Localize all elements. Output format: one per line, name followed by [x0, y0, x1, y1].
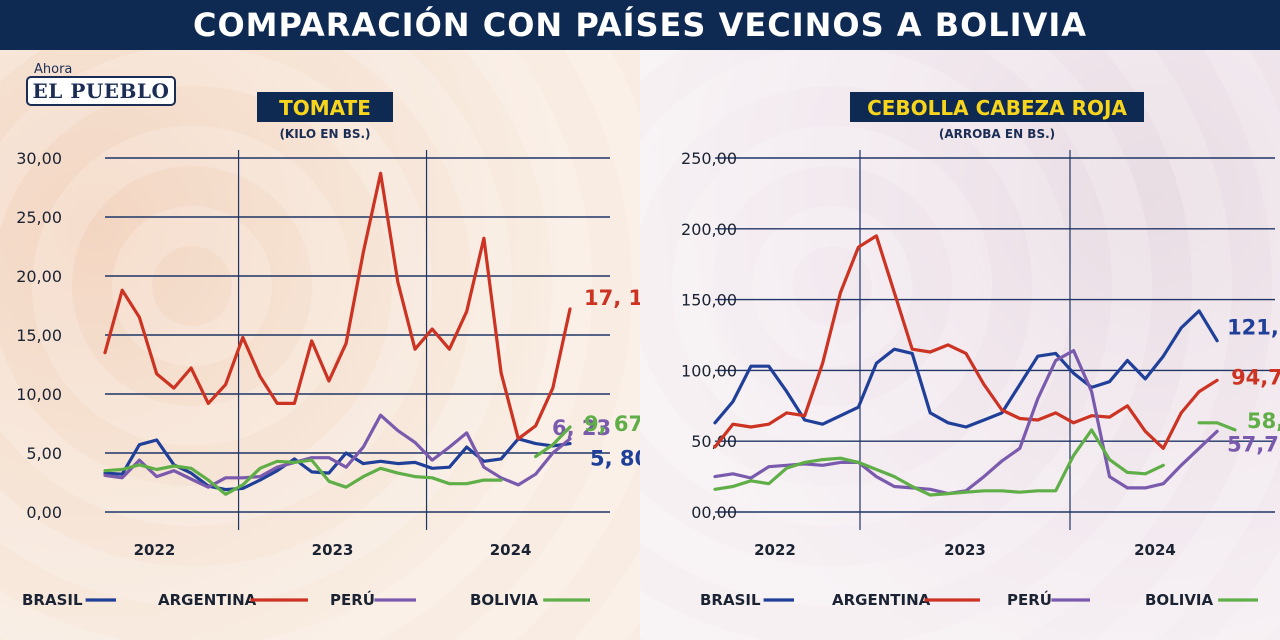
series-line-argentina — [713, 234, 1219, 450]
chart-subtitle: (KILO EN BS.) — [279, 127, 370, 141]
y-tick-label: 100,00 — [681, 361, 737, 380]
series-line-peru — [103, 413, 572, 489]
end-label-argentina: 17, 18 — [584, 286, 640, 310]
legend-label-bolivia: BOLIVIA — [470, 591, 539, 609]
logo-main-text: EL PUEBLO — [26, 76, 176, 106]
cebolla-chart: CEBOLLA CABEZA ROJA (ARROBA EN BS.) 00,00 5… — [681, 92, 1280, 609]
end-label-bolivia: 58,14 — [1247, 409, 1280, 433]
series-line-bolivia — [533, 425, 572, 459]
series-line-bolivia — [103, 458, 503, 496]
cebolla-panel: CEBOLLA CABEZA ROJA (ARROBA EN BS.) 00,00 5… — [640, 50, 1280, 640]
legend-label-peru: PERÚ — [330, 590, 375, 609]
year-label-2023: 2023 — [944, 541, 986, 559]
el-pueblo-logo: Ahora EL PUEBLO — [26, 62, 176, 106]
tomate-panel: Ahora EL PUEBLO TOMATE (KILO EN BS.) 0,00 5… — [0, 50, 640, 640]
y-tick-label: 00,00 — [691, 503, 737, 522]
chart-title-box — [850, 92, 1144, 122]
end-label-bolivia: 9, 67 — [584, 412, 640, 436]
y-tick-label: 150,00 — [681, 291, 737, 310]
year-label-2022: 2022 — [134, 541, 176, 559]
y-tick-label: 30,00 — [16, 149, 62, 168]
tomate-chart: TOMATE (KILO EN BS.) 0,00 5,00 10,00 15,00 20,… — [16, 92, 640, 609]
legend-label-bolivia: BOLIVIA — [1145, 591, 1214, 609]
end-label-brasil: 121,24 — [1227, 316, 1280, 340]
end-label-argentina: 94,78 — [1231, 365, 1280, 389]
legend-label-brasil: BRASIL — [22, 591, 83, 609]
chart-title-box — [257, 92, 393, 122]
end-label-brasil: 5, 80 — [590, 447, 640, 471]
series-line-argentina — [103, 171, 572, 441]
legend-label-argentina: ARGENTINA — [158, 591, 257, 609]
year-label-2024: 2024 — [1134, 541, 1176, 559]
series-line-bolivia — [713, 428, 1165, 497]
end-label-peru: 57,78 — [1227, 432, 1280, 456]
y-tick-label: 0,00 — [26, 503, 62, 522]
y-tick-label: 20,00 — [16, 267, 62, 286]
y-tick-label: 10,00 — [16, 385, 62, 404]
legend-label-brasil: BRASIL — [700, 591, 761, 609]
year-label-2022: 2022 — [754, 541, 796, 559]
series-line-bolivia — [1197, 421, 1237, 432]
series-line-brasil — [713, 309, 1219, 429]
logo-top-text: Ahora — [34, 62, 73, 77]
chart-title: TOMATE — [279, 96, 371, 120]
y-tick-label: 5,00 — [26, 444, 62, 463]
chart-subtitle: (ARROBA EN BS.) — [939, 127, 1055, 141]
legend-label-peru: PERÚ — [1007, 590, 1052, 609]
legend-label-argentina: ARGENTINA — [832, 591, 931, 609]
page-title: COMPARACIÓN CON PAÍSES VECINOS A BOLIVIA — [0, 0, 1280, 50]
y-tick-label: 250,00 — [681, 149, 737, 168]
year-label-2023: 2023 — [312, 541, 354, 559]
y-tick-label: 15,00 — [16, 326, 62, 345]
chart-title: CEBOLLA CABEZA ROJA — [867, 96, 1127, 120]
y-tick-label: 50,00 — [691, 432, 737, 451]
y-tick-label: 25,00 — [16, 208, 62, 227]
y-tick-label: 200,00 — [681, 220, 737, 239]
year-label-2024: 2024 — [490, 541, 532, 559]
